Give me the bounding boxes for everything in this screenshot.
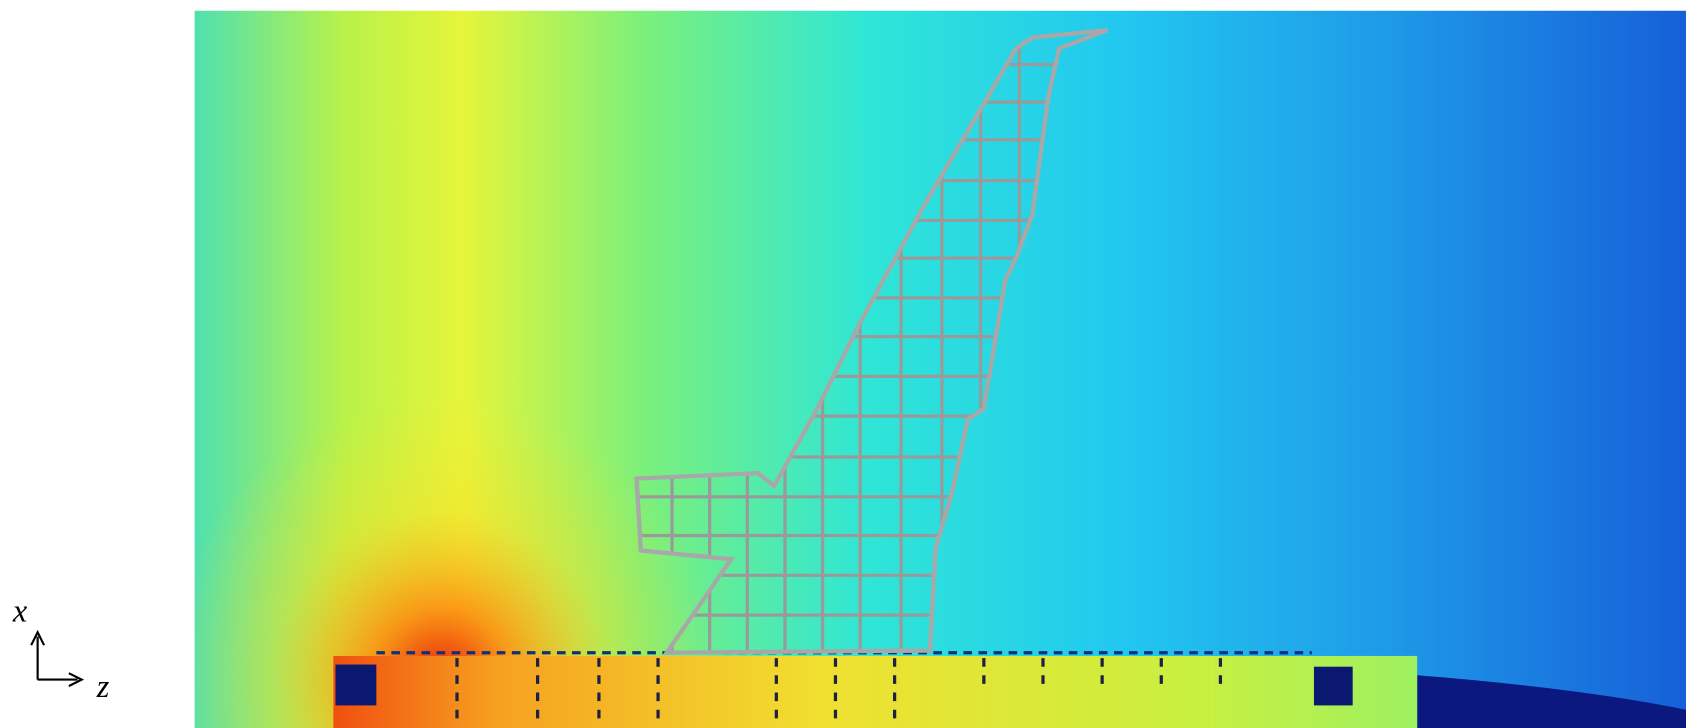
block — [335, 665, 376, 706]
figure: x z — [0, 0, 1686, 728]
axis-label-z: z — [96, 668, 110, 704]
base-strip — [333, 656, 1417, 728]
hot-spot — [195, 11, 1686, 728]
axis-indicator — [31, 632, 82, 686]
block — [1314, 667, 1353, 706]
page: x z (() => { const data = JSON.parse(doc… — [0, 0, 1686, 728]
axis-label-x: x — [12, 593, 28, 629]
